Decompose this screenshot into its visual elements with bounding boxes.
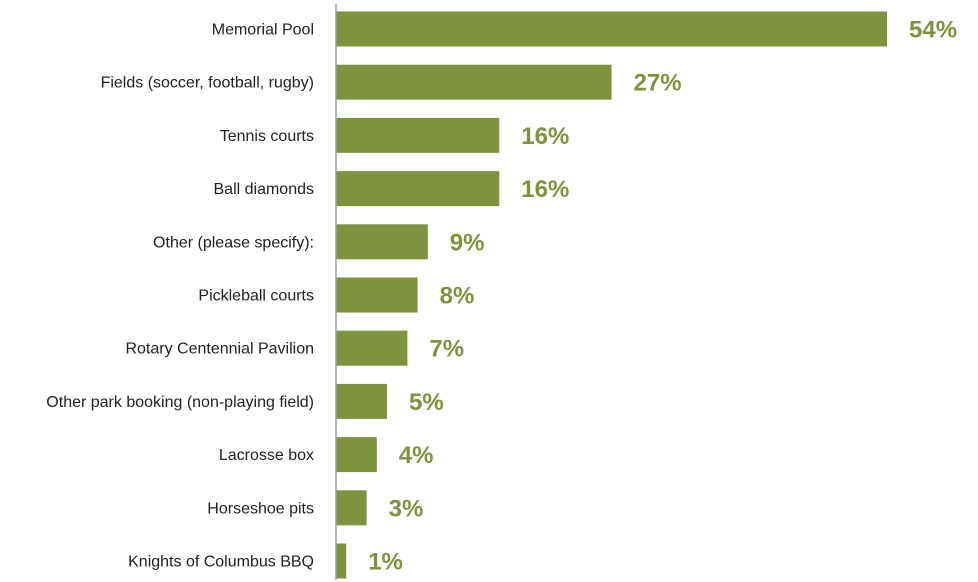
bar-6: [336, 330, 408, 366]
value-label-9: 3%: [389, 495, 424, 522]
bar-9: [336, 490, 367, 526]
value-label-2: 16%: [521, 123, 569, 150]
value-label-1: 27%: [634, 70, 682, 97]
category-label-4: Other (please specify):: [153, 234, 314, 251]
value-label-3: 16%: [521, 176, 569, 203]
category-label-10: Knights of Columbus BBQ: [128, 554, 314, 571]
category-label-7: Other park booking (non-playing field): [46, 394, 314, 411]
value-label-10: 1%: [368, 549, 403, 576]
category-label-9: Horseshoe pits: [207, 500, 314, 517]
category-label-2: Tennis courts: [220, 128, 314, 145]
bar-0: [336, 11, 887, 47]
category-label-0: Memorial Pool: [212, 22, 314, 39]
bar-2: [336, 117, 500, 153]
value-label-4: 9%: [450, 229, 485, 256]
value-label-6: 7%: [429, 336, 464, 363]
category-label-5: Pickleball courts: [198, 288, 314, 305]
value-label-7: 5%: [409, 389, 444, 416]
bar-4: [336, 224, 428, 260]
category-label-6: Rotary Centennial Pavilion: [125, 341, 314, 358]
value-label-8: 4%: [399, 442, 434, 469]
bar-5: [336, 277, 418, 313]
bar-3: [336, 171, 500, 207]
bar-1: [336, 64, 612, 100]
value-label-5: 8%: [440, 283, 475, 310]
category-label-8: Lacrosse box: [219, 447, 314, 464]
value-label-0: 54%: [909, 17, 957, 44]
bar-7: [336, 383, 387, 419]
bar-10: [336, 543, 347, 579]
bar-8: [336, 437, 377, 473]
category-label-3: Ball diamonds: [214, 181, 315, 198]
category-label-1: Fields (soccer, football, rugby): [101, 75, 314, 92]
